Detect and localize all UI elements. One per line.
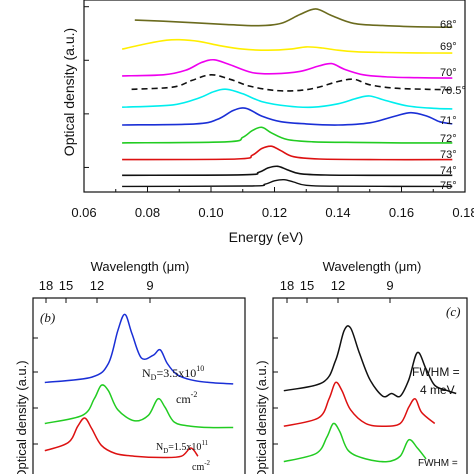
panel-b-frame — [32, 297, 246, 474]
panel-c-top-tick-label: 9 — [386, 278, 393, 293]
panel-b-annotation-nd2: ND=1.5x1011 — [156, 439, 209, 455]
panel-b-ylabel: Optical density (a.u.) — [14, 360, 29, 474]
panel-a-angle-label: 75° — [440, 180, 457, 192]
panel-c-label: (c) — [446, 304, 460, 319]
panel-a-x-tick-label: 0.14 — [325, 205, 350, 220]
panel-b-series-line — [44, 384, 234, 429]
panel-b-top-tick-label: 12 — [90, 278, 104, 293]
panel-b-top-ticks: 18 15 12 9 — [39, 278, 154, 303]
panel-c-series-line — [283, 422, 427, 463]
panel-a-xlabel: Energy (eV) — [229, 229, 304, 245]
panel-a-angle-label: 72° — [440, 133, 457, 145]
panel-c-top-ticks: 18 15 12 9 — [280, 278, 394, 303]
panel-c-top-axis-label: Wavelength (μm) — [323, 259, 422, 274]
panel-b-annotation-nd1: ND=3.5x1010 — [142, 364, 204, 382]
panel-c-frame — [272, 297, 468, 474]
panel-c-series-line — [283, 381, 436, 427]
panel-b-annotation-unit1: cm-2 — [176, 390, 197, 406]
panel-b-annotation-unit2: cm-2 — [192, 459, 211, 473]
panel-c-annotation-fwhm1: FWHM = — [412, 365, 460, 379]
panel-a-angle-label: 69° — [440, 41, 457, 53]
panel-a-x-tick-label: 0.06 — [71, 205, 96, 220]
panel-a-frame — [83, 0, 466, 193]
panel-a-series-line — [122, 165, 453, 177]
panel-c-series-line — [283, 325, 457, 398]
panel-a-x-tick-label: 0.08 — [135, 205, 160, 220]
panel-a-series-line — [131, 73, 453, 92]
panel-a-x-ticks: 0.06 0.08 0.10 0.12 0.14 0.16 0.18 — [71, 187, 474, 220]
panel-a-angle-label: 74° — [440, 165, 457, 177]
panel-a-ylabel: Optical density (a.u.) — [61, 28, 77, 156]
panel-b-top-tick-label: 15 — [59, 278, 73, 293]
panel-a-series — [121, 8, 453, 188]
panel-a-x-tick-label: 0.18 — [452, 205, 474, 220]
panel-a: 0.06 0.08 0.10 0.12 0.14 0.16 0.18 68° 69° 70° 70… — [61, 0, 474, 245]
panel-a-series-line — [122, 145, 453, 161]
panel-a-series-line — [122, 58, 453, 79]
panel-b: Wavelength (μm) 18 15 12 9 (b) ND=3.5x1010 … — [14, 259, 246, 474]
panel-a-angle-label: 70° — [440, 67, 457, 79]
panel-b-label: (b) — [40, 310, 55, 325]
panel-a-series-line — [121, 38, 453, 54]
panel-a-angle-label: 70.5° — [440, 85, 466, 97]
panel-a-series-line — [122, 178, 453, 188]
panel-a-x-tick-label: 0.12 — [262, 205, 287, 220]
panel-a-angle-label: 71° — [440, 115, 457, 127]
panel-a-y-ticks — [84, 6, 89, 168]
panel-c-top-tick-label: 12 — [331, 278, 345, 293]
panel-a-series-line — [134, 8, 453, 28]
panel-a-x-tick-label: 0.16 — [389, 205, 414, 220]
panel-c-top-tick-label: 18 — [280, 278, 294, 293]
panel-c-series — [283, 325, 457, 463]
panel-a-series-line — [122, 126, 453, 144]
panel-b-series — [44, 313, 234, 459]
panel-a-angle-labels: 68° 69° 70° 70.5° 71° 72° 73° 74° 75° — [440, 19, 466, 192]
panel-b-series-line — [44, 313, 234, 385]
panel-c-ylabel: Optical density (a.u.) — [254, 360, 269, 474]
panel-b-top-axis-label: Wavelength (μm) — [91, 259, 190, 274]
panel-b-top-tick-label: 18 — [39, 278, 53, 293]
panel-c-top-tick-label: 15 — [300, 278, 314, 293]
panel-b-y-ticks — [33, 337, 38, 445]
panel-b-top-tick-label: 9 — [146, 278, 153, 293]
panel-c: Wavelength (μm) 18 15 12 9 (c) FWHM = 4 meV… — [254, 259, 468, 474]
panel-a-series-line — [122, 107, 453, 126]
panel-a-angle-label: 68° — [440, 19, 457, 31]
panel-b-series-line — [44, 417, 199, 459]
panel-a-angle-label: 73° — [440, 149, 457, 161]
panel-c-y-ticks — [273, 337, 278, 445]
panel-a-series-line — [122, 88, 453, 110]
panel-a-x-tick-label: 0.10 — [198, 205, 223, 220]
panel-c-annotation-fwhm1-value: 4 meV — [420, 383, 455, 397]
panel-c-annotation-fwhm2: FWHM = — [418, 458, 458, 469]
